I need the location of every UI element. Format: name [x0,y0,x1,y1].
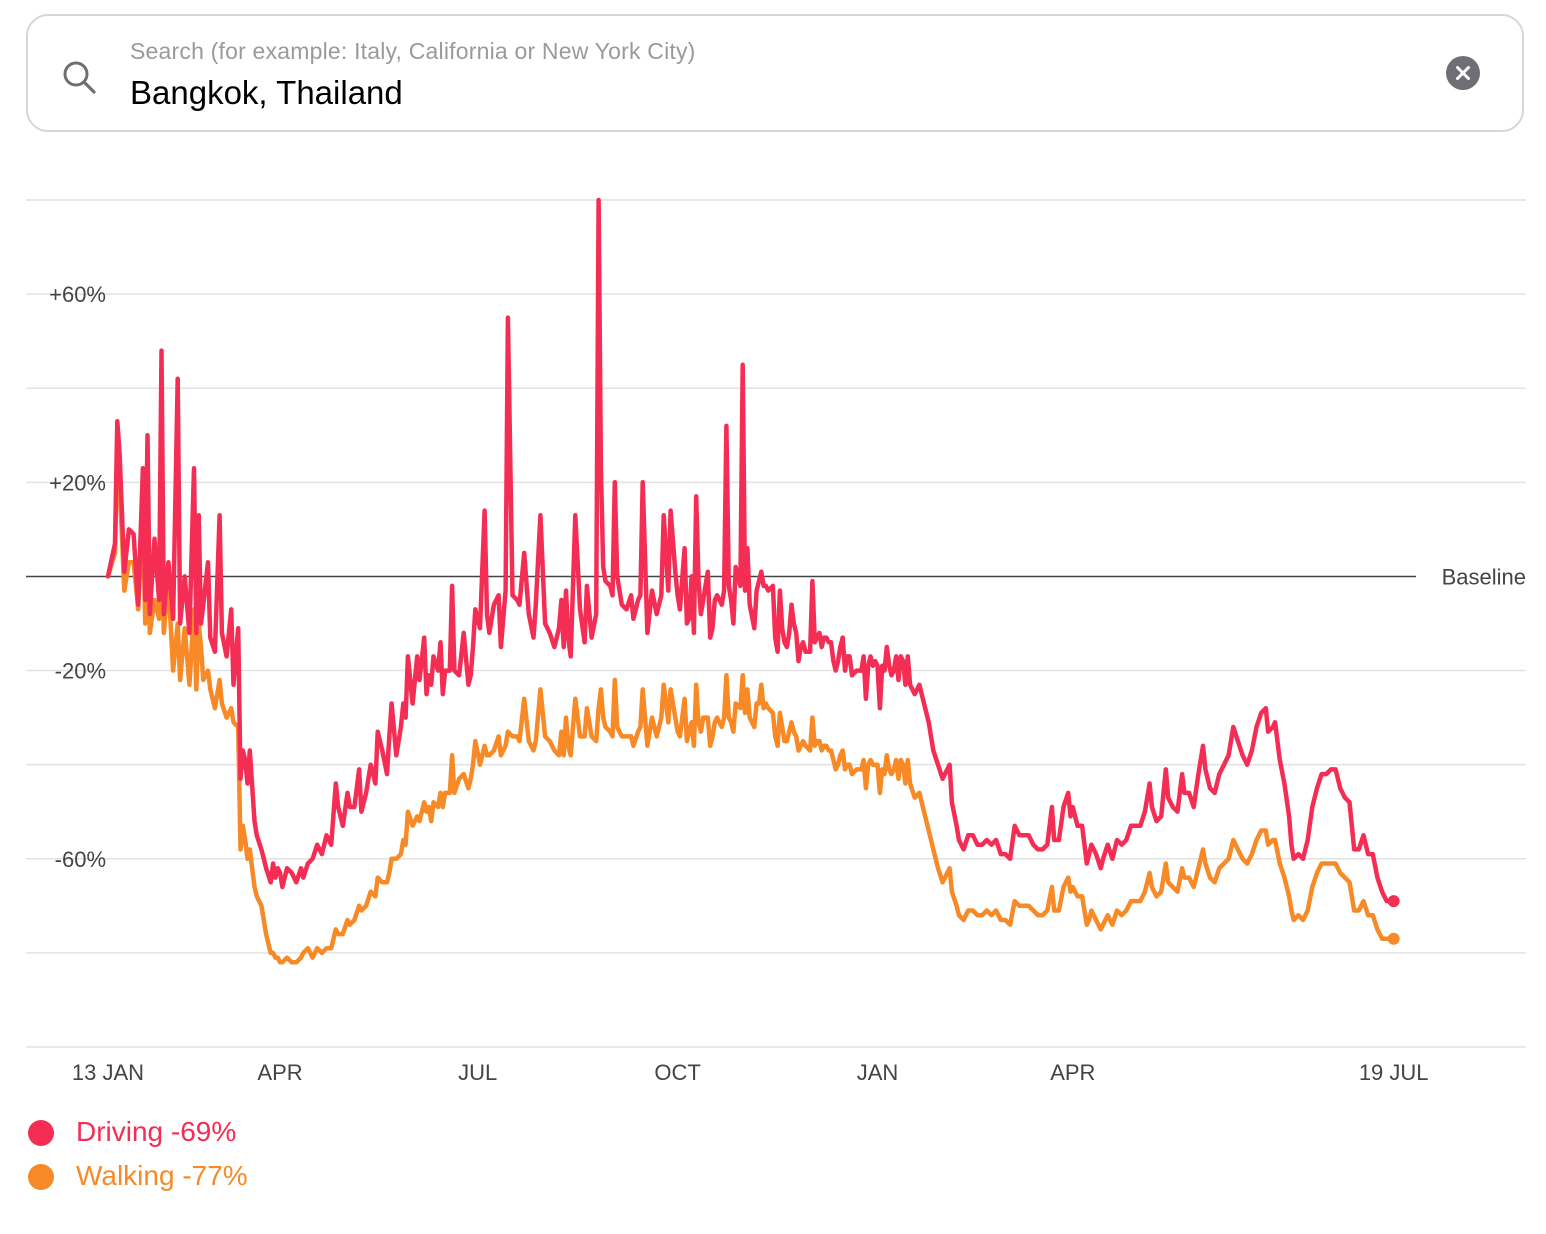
series-end-point-walking [1387,932,1400,945]
x-tick-label: JUL [458,1060,497,1085]
series-end-point-driving [1387,895,1400,908]
y-tick-label: -60% [55,847,106,872]
clear-search-button[interactable] [1446,56,1480,90]
series-line-driving [105,197,1396,904]
driving-dot-icon [28,1120,54,1146]
x-tick-label: APR [1050,1060,1095,1085]
legend-label-walking: Walking -77% [76,1160,248,1191]
legend-label-driving: Driving -69% [76,1116,237,1147]
search-input[interactable]: Bangkok, Thailand [130,74,403,111]
y-tick-label: +60% [49,282,106,307]
y-tick-label: -20% [55,659,106,684]
x-tick-label: 13 JAN [72,1060,144,1085]
x-tick-label: OCT [654,1060,700,1085]
x-tick-label: APR [257,1060,302,1085]
y-tick-label: +20% [49,470,106,495]
walking-dot-icon [28,1164,54,1190]
x-tick-label: 19 JUL [1359,1060,1429,1085]
baseline-label: Baseline [1442,564,1526,589]
search-box[interactable]: Search (for example: Italy, California o… [26,14,1524,132]
close-icon [1456,66,1470,80]
mobility-chart: +60% +20% -20% -60% 13 JAN APR JUL OCT JAN APR 19 … [26,197,1526,1085]
search-icon [60,58,100,98]
search-placeholder: Search (for example: Italy, California o… [130,38,696,64]
series-line-walking [105,451,1396,965]
x-tick-label: JAN [857,1060,899,1085]
